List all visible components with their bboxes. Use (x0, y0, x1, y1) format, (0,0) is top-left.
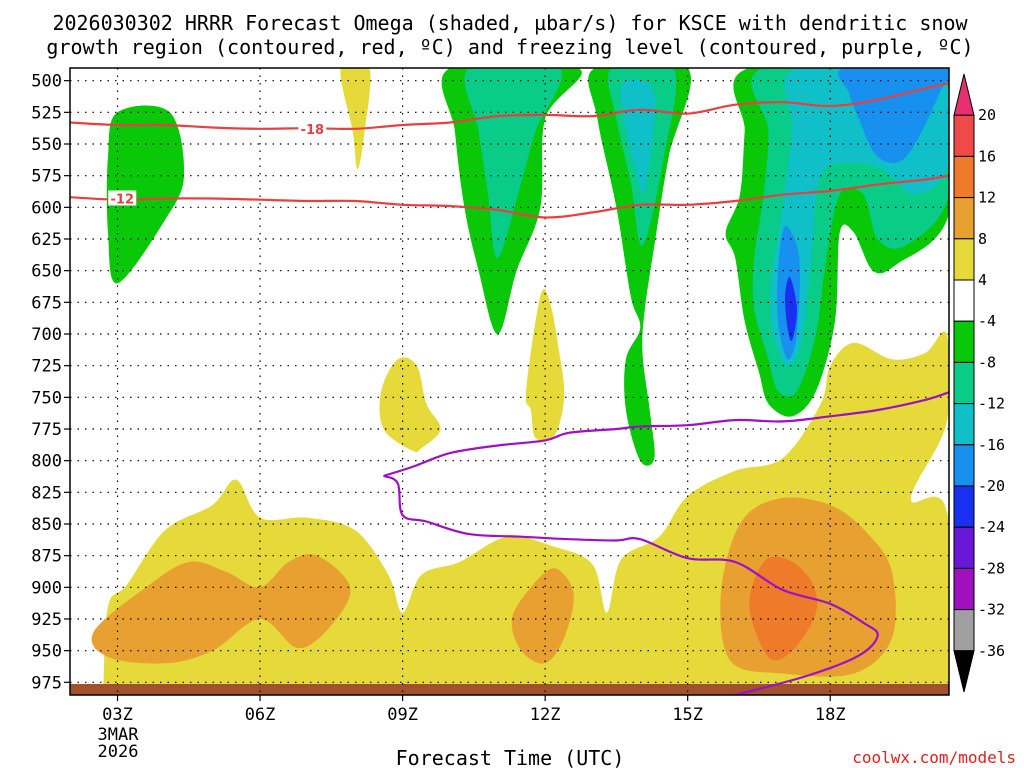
shade-ascent-right-column-core2 (620, 78, 656, 194)
shade-ascent-left (106, 105, 185, 284)
contour-label-bg-dgz-minus18 (298, 120, 327, 136)
contour-dgz-minus12 (70, 174, 949, 219)
colorbar-bin-5 (953, 279, 975, 322)
shade-ascent-right-column (588, 68, 691, 466)
credit-text: coolwx.com/models (852, 748, 1016, 767)
contour-label-dgz-minus12: -12 (111, 192, 135, 207)
colorbar-label-7: -12 (978, 395, 1005, 413)
colorbar-label-9: -20 (978, 477, 1005, 495)
y-axis: 500 525 550 575 600 625 650 675 700 725 750 775 800 8… (31, 72, 70, 693)
shade-descent-core-17 (749, 556, 818, 661)
y-tick-label-800: 800 (31, 452, 62, 472)
colorbar-bin-6 (953, 320, 975, 363)
colorbar-bin-4 (953, 238, 975, 281)
colorbar-label-8: -16 (978, 436, 1005, 454)
temperature-contours (70, 82, 949, 695)
colorbar-bin-0 (953, 73, 975, 116)
shade-ascent-far-right-core3 (838, 68, 949, 163)
y-tick-label-625: 625 (31, 230, 62, 250)
colorbar-label-12: -32 (978, 601, 1005, 619)
colorbar-label-11: -28 (978, 559, 1005, 577)
colorbar-bin-7 (953, 361, 975, 405)
colorbar-label-5: -4 (978, 312, 996, 330)
shade-descent-mid-12z (525, 288, 565, 441)
y-tick-label-750: 750 (31, 388, 62, 408)
y-tick-label-725: 725 (31, 357, 62, 377)
contour-freezing-level (383, 391, 949, 477)
contour-label-bg-dgz-minus12 (108, 190, 137, 206)
colorbar-bin-12 (953, 567, 975, 611)
chart-title-line-2: growth region (contoured, red, ºC) and f… (46, 35, 973, 59)
date-label-year: 2026 (98, 742, 139, 762)
y-tick-label-875: 875 (31, 547, 62, 567)
y-tick-label-925: 925 (31, 610, 62, 630)
colorbar-label-1: 16 (978, 147, 996, 165)
colorbar-bin-3 (953, 197, 975, 240)
x-axis-title: Forecast Time (UTC) (396, 746, 625, 768)
x-tick-label-15Z: 15Z (672, 705, 703, 725)
x-tick-label-06Z: 06Z (245, 705, 276, 725)
x-tick-label-09Z: 09Z (387, 705, 418, 725)
x-tick-label-03Z: 03Z (102, 705, 133, 725)
contour-freezing-level-lower (383, 474, 879, 695)
colorbar-label-3: 8 (978, 230, 987, 248)
y-tick-label-825: 825 (31, 483, 62, 503)
y-tick-label-550: 550 (31, 135, 62, 155)
y-tick-label-675: 675 (31, 293, 62, 313)
chart-title-line-1: 2026030302 HRRR Forecast Omega (shaded, … (52, 11, 968, 35)
colorbar-bin-8 (953, 403, 975, 446)
y-tick-label-850: 850 (31, 515, 62, 535)
y-tick-label-575: 575 (31, 167, 62, 187)
contour-label-dgz-minus18: -18 (301, 123, 325, 138)
plot-frame (69, 67, 950, 696)
shade-descent-cell-12 (511, 568, 574, 664)
y-tick-label-975: 975 (31, 673, 62, 693)
colorbar-bin-11 (953, 526, 975, 569)
colorbar-bin-9 (953, 444, 975, 487)
colorbar-label-2: 12 (978, 189, 996, 207)
y-tick-label-525: 525 (31, 103, 62, 123)
x-axis: 03Z 06Z 09Z 12Z 15Z 18Z (102, 695, 846, 725)
y-tick-label-900: 900 (31, 578, 62, 598)
colorbar-label-6: -8 (978, 353, 996, 371)
contour-labels: -18 -12 (108, 120, 327, 207)
shade-ascent-far-right-core5 (785, 276, 798, 341)
shade-descent-mid-9z (379, 357, 441, 453)
shade-descent-upper-8z (340, 68, 371, 170)
colorbar-bin-13 (953, 609, 975, 652)
terrain-ground-strip (70, 684, 949, 695)
x-tick-label-12Z: 12Z (530, 705, 561, 725)
date-label-month: 3MAR (98, 725, 140, 745)
y-tick-label-950: 950 (31, 642, 62, 662)
y-tick-label-500: 500 (31, 72, 62, 92)
colorbar-bin-10 (953, 485, 975, 528)
colorbar: 20 16 12 8 4 -4 -8 -12 -16 -20 -24 -28 -32 -36 (953, 73, 1005, 693)
y-tick-label-700: 700 (31, 325, 62, 345)
colorbar-bin-2 (953, 155, 975, 199)
colorbar-label-0: 20 (978, 106, 996, 124)
y-tick-label-600: 600 (31, 198, 62, 218)
shade-descent-cell-6-8 (91, 554, 351, 664)
colorbar-bin-1 (953, 114, 975, 157)
x-tick-label-18Z: 18Z (815, 705, 846, 725)
colorbar-label-4: 4 (978, 271, 987, 289)
colorbar-bin-14 (953, 650, 975, 693)
y-tick-label-775: 775 (31, 420, 62, 440)
contour-dgz-minus18 (70, 82, 949, 131)
colorbar-label-13: -36 (978, 642, 1005, 660)
omega-shading (70, 68, 949, 695)
colorbar-label-10: -24 (978, 518, 1005, 536)
y-tick-label-650: 650 (31, 262, 62, 282)
